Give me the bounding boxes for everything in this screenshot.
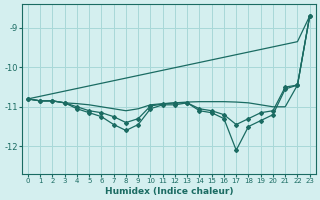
- X-axis label: Humidex (Indice chaleur): Humidex (Indice chaleur): [105, 187, 233, 196]
